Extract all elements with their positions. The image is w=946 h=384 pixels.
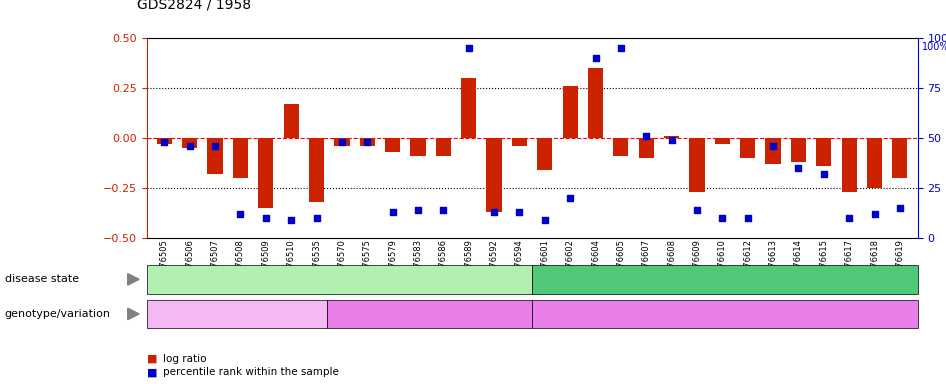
Point [461, 45, 476, 51]
Bar [613, 138, 628, 156]
Point [436, 207, 451, 213]
Point [334, 139, 349, 145]
Point [537, 217, 552, 223]
Point [563, 195, 578, 201]
Text: normal: normal [704, 273, 745, 286]
Point [791, 165, 806, 171]
Point [512, 209, 527, 215]
Point [740, 215, 755, 221]
Bar [258, 138, 273, 208]
Bar [385, 138, 400, 152]
Bar [639, 138, 654, 158]
Bar [690, 138, 705, 192]
Text: control: control [705, 308, 745, 320]
Text: genotype/variation: genotype/variation [5, 309, 111, 319]
Point [664, 137, 679, 143]
Text: disease state: disease state [5, 274, 79, 285]
Bar [867, 138, 882, 188]
Bar [309, 138, 324, 202]
Text: autism: autism [319, 273, 359, 286]
Bar [563, 86, 578, 138]
Text: ■: ■ [147, 367, 157, 377]
Point [765, 143, 780, 149]
Text: percentile rank within the sample: percentile rank within the sample [163, 367, 339, 377]
Point [385, 209, 400, 215]
Bar [740, 138, 755, 158]
Bar [207, 138, 222, 174]
Bar [512, 138, 527, 146]
Point [867, 211, 882, 217]
Point [284, 217, 299, 223]
Bar [486, 138, 501, 212]
Text: GDS2824 / 1958: GDS2824 / 1958 [137, 0, 252, 12]
Point [715, 215, 730, 221]
Point [359, 139, 375, 145]
Point [309, 215, 324, 221]
Bar [284, 104, 299, 138]
Text: ■: ■ [147, 354, 157, 364]
Point [842, 215, 857, 221]
Bar [587, 68, 604, 138]
Point [258, 215, 273, 221]
Bar [842, 138, 857, 192]
Bar [359, 138, 375, 146]
Bar [537, 138, 552, 170]
Point [613, 45, 628, 51]
Bar [411, 138, 426, 156]
Bar [791, 138, 806, 162]
Bar [461, 78, 477, 138]
Bar [765, 138, 780, 164]
Point [157, 139, 172, 145]
Point [233, 211, 248, 217]
Point [207, 143, 222, 149]
Point [183, 143, 198, 149]
Bar [816, 138, 832, 166]
Text: 15q11-q13 duplication: 15q11-q13 duplication [170, 308, 304, 320]
Text: 100%: 100% [922, 42, 946, 52]
Point [816, 171, 832, 177]
Point [411, 207, 426, 213]
Bar [664, 136, 679, 138]
Text: fragile X mutation: fragile X mutation [376, 308, 482, 320]
Bar [334, 138, 349, 146]
Bar [157, 138, 172, 144]
Text: log ratio: log ratio [163, 354, 206, 364]
Bar [233, 138, 248, 178]
Bar [183, 138, 198, 148]
Point [486, 209, 501, 215]
Point [588, 55, 604, 61]
Point [639, 133, 654, 139]
Point [690, 207, 705, 213]
Point [892, 205, 907, 211]
Bar [436, 138, 451, 156]
Bar [715, 138, 730, 144]
Bar [892, 138, 907, 178]
